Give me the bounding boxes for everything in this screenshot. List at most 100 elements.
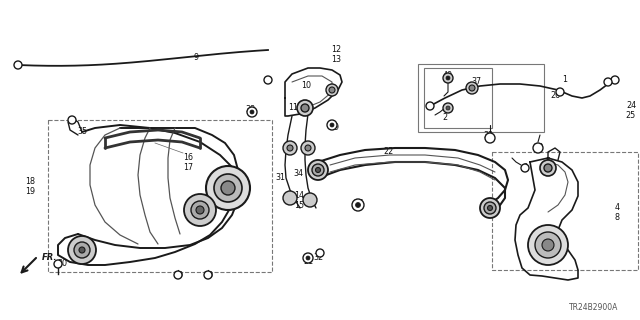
Text: 12: 12 [331, 45, 341, 54]
Circle shape [330, 123, 334, 127]
Circle shape [306, 256, 310, 260]
Circle shape [301, 141, 315, 155]
Text: 35: 35 [77, 127, 87, 137]
Circle shape [540, 160, 556, 176]
Bar [492, 152, 638, 270]
Circle shape [264, 76, 272, 84]
Circle shape [469, 85, 475, 91]
Circle shape [485, 133, 495, 143]
Circle shape [484, 202, 496, 214]
Text: TR24B2900A: TR24B2900A [568, 303, 618, 313]
Circle shape [446, 76, 450, 80]
Circle shape [74, 242, 90, 258]
Circle shape [287, 145, 293, 151]
Text: 31: 31 [275, 173, 285, 182]
Circle shape [443, 103, 453, 113]
Circle shape [247, 107, 257, 117]
Circle shape [206, 166, 250, 210]
Bar [424, 68, 492, 128]
Circle shape [443, 73, 453, 83]
Text: 29: 29 [173, 271, 183, 281]
Text: 10: 10 [301, 81, 311, 90]
Text: 11: 11 [288, 102, 298, 111]
Circle shape [221, 181, 235, 195]
Text: 20: 20 [203, 271, 213, 281]
Circle shape [488, 205, 493, 211]
Text: 37: 37 [471, 77, 481, 86]
Text: 18: 18 [25, 178, 35, 187]
Circle shape [316, 249, 324, 257]
Circle shape [466, 82, 478, 94]
Circle shape [305, 145, 311, 151]
Circle shape [191, 201, 209, 219]
Circle shape [521, 164, 529, 172]
Text: 33: 33 [483, 131, 493, 140]
Text: 21: 21 [303, 258, 313, 267]
Text: 30: 30 [57, 260, 67, 268]
Circle shape [174, 271, 182, 279]
Text: 9: 9 [193, 53, 198, 62]
Text: 16: 16 [183, 154, 193, 163]
Text: 5: 5 [545, 157, 550, 166]
Text: 39: 39 [329, 124, 339, 132]
Circle shape [316, 167, 321, 172]
Circle shape [68, 236, 96, 264]
Circle shape [544, 164, 552, 172]
Text: 19: 19 [25, 188, 35, 196]
Circle shape [308, 160, 328, 180]
Text: 17: 17 [183, 164, 193, 172]
Circle shape [54, 260, 62, 268]
Circle shape [196, 206, 204, 214]
Text: 4: 4 [614, 204, 620, 212]
Circle shape [327, 120, 337, 130]
Circle shape [542, 239, 554, 251]
Circle shape [79, 247, 85, 253]
Text: 25: 25 [626, 110, 636, 119]
Text: 24: 24 [626, 100, 636, 109]
Circle shape [611, 76, 619, 84]
Text: 2: 2 [442, 114, 447, 123]
Circle shape [303, 253, 313, 263]
Circle shape [283, 191, 297, 205]
Text: 8: 8 [614, 213, 620, 222]
Circle shape [604, 78, 612, 86]
Text: 1: 1 [563, 76, 568, 84]
Text: 22: 22 [383, 148, 393, 156]
Circle shape [480, 198, 500, 218]
Text: 28: 28 [533, 143, 543, 153]
Text: 14: 14 [294, 191, 304, 201]
Circle shape [528, 225, 568, 265]
Circle shape [535, 232, 561, 258]
Circle shape [533, 143, 543, 153]
Circle shape [283, 141, 297, 155]
Circle shape [326, 84, 338, 96]
Circle shape [446, 106, 450, 110]
Text: 26: 26 [550, 92, 560, 100]
Circle shape [250, 110, 254, 114]
Text: 6: 6 [522, 164, 527, 172]
Text: 13: 13 [331, 55, 341, 65]
Circle shape [355, 203, 360, 207]
Circle shape [556, 88, 564, 96]
Circle shape [214, 174, 242, 202]
Circle shape [329, 87, 335, 93]
Text: 40: 40 [443, 71, 453, 81]
Circle shape [301, 104, 309, 112]
Circle shape [204, 271, 212, 279]
Text: 38: 38 [245, 106, 255, 115]
Circle shape [426, 102, 434, 110]
Text: 34: 34 [293, 169, 303, 178]
Bar [418, 64, 544, 132]
Circle shape [14, 61, 22, 69]
Circle shape [68, 116, 76, 124]
Circle shape [303, 193, 317, 207]
Circle shape [312, 164, 324, 176]
Circle shape [297, 100, 313, 116]
Bar [48, 120, 272, 272]
Text: FR.: FR. [42, 253, 58, 262]
Text: 27: 27 [353, 199, 363, 209]
Circle shape [184, 194, 216, 226]
Text: 15: 15 [294, 202, 304, 211]
Text: 32: 32 [313, 253, 323, 262]
Circle shape [352, 199, 364, 211]
